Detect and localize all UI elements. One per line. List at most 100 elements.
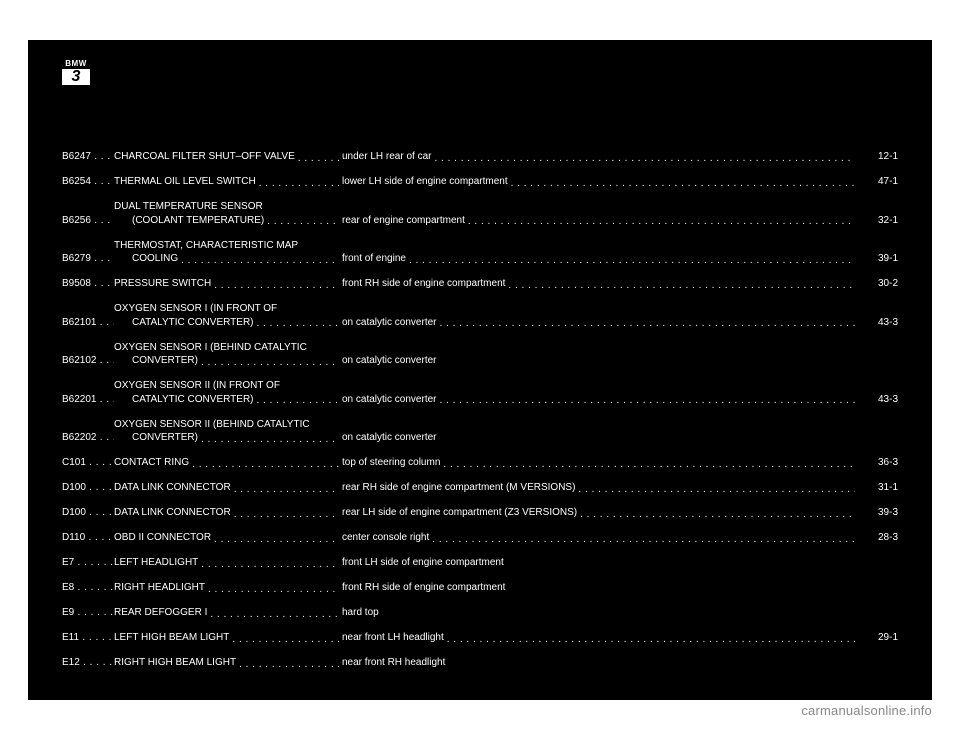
component-code: B6247 . . . . . . . . . . . . . . . . . … [62,150,114,164]
location-cell: hard top [342,606,858,620]
component-location: top of steering column [342,456,440,470]
page-reference: 12-1 [858,150,898,164]
page-reference: 31-1 [858,481,898,495]
component-location: hard top [342,606,379,620]
component-name: OXYGEN SENSOR I (BEHIND CATALYTICCONVERT… [114,341,342,368]
component-location: front RH side of engine compartment [342,581,505,595]
component-name: OXYGEN SENSOR I (IN FRONT OFCATALYTIC CO… [114,302,342,329]
location-cell: rear of engine compartment . . . . . . .… [342,214,858,228]
component-name: LEFT HEADLIGHT . . . . . . . . . . . . .… [114,556,342,570]
component-location: rear LH side of engine compartment (Z3 V… [342,506,577,520]
component-code: B62202 . . . . . . . . . . . . . . . . .… [62,431,114,445]
bmw-logo: BMW 3 [62,60,90,85]
page-reference: 28-3 [858,531,898,545]
table-row: B6256 . . . . . . . . . . . . . . . . . … [62,200,898,227]
component-name: CONTACT RING . . . . . . . . . . . . . .… [114,456,342,470]
component-name: CHARCOAL FILTER SHUT–OFF VALVE . . . . .… [114,150,342,164]
component-code: C101 . . . . . . . . . . . . . . . . . .… [62,456,114,470]
location-cell: center console right . . . . . . . . . .… [342,531,858,545]
location-cell: under LH rear of car . . . . . . . . . .… [342,150,858,164]
page-reference: 43-3 [858,316,898,330]
page-reference: 47-1 [858,175,898,189]
table-row: B62101 . . . . . . . . . . . . . . . . .… [62,302,898,329]
location-cell: rear RH side of engine compartment (M VE… [342,481,858,495]
component-name: THERMAL OIL LEVEL SWITCH . . . . . . . .… [114,175,342,189]
location-cell: on catalytic converter [342,354,858,368]
component-location: front RH side of engine compartment [342,277,505,291]
component-name: OXYGEN SENSOR II (BEHIND CATALYTICCONVER… [114,418,342,445]
component-location: under LH rear of car [342,150,432,164]
page-reference: 39-3 [858,506,898,520]
component-location: front of engine [342,252,406,266]
component-location: rear RH side of engine compartment (M VE… [342,481,575,495]
table-row: B62201 . . . . . . . . . . . . . . . . .… [62,379,898,406]
page-reference: 36-3 [858,456,898,470]
component-name: RIGHT HEADLIGHT . . . . . . . . . . . . … [114,581,342,595]
logo-series: 3 [62,69,90,85]
location-cell: near front RH headlight [342,656,858,670]
component-location: lower LH side of engine compartment [342,175,508,189]
footer-watermark: carmanualsonline.info [801,703,932,718]
component-code: D100 . . . . . . . . . . . . . . . . . .… [62,481,114,495]
location-cell: lower LH side of engine compartment . . … [342,175,858,189]
component-name: PRESSURE SWITCH . . . . . . . . . . . . … [114,277,342,291]
component-name: DUAL TEMPERATURE SENSOR(COOLANT TEMPERAT… [114,200,342,227]
location-cell: front RH side of engine compartment . . … [342,277,858,291]
table-row: E7 . . . . . . . . . . . . . . . . . . .… [62,556,898,570]
component-location: rear of engine compartment [342,214,465,228]
component-name: OXYGEN SENSOR II (IN FRONT OFCATALYTIC C… [114,379,342,406]
component-location: near front LH headlight [342,631,444,645]
location-cell: rear LH side of engine compartment (Z3 V… [342,506,858,520]
location-cell: on catalytic converter . . . . . . . . .… [342,393,858,407]
table-row: D100 . . . . . . . . . . . . . . . . . .… [62,481,898,495]
table-row: E8 . . . . . . . . . . . . . . . . . . .… [62,581,898,595]
table-row: B62102 . . . . . . . . . . . . . . . . .… [62,341,898,368]
component-code: D100 . . . . . . . . . . . . . . . . . .… [62,506,114,520]
location-cell: on catalytic converter . . . . . . . . .… [342,316,858,330]
component-code: B6279 . . . . . . . . . . . . . . . . . … [62,252,114,266]
component-code: E7 . . . . . . . . . . . . . . . . . . .… [62,556,114,570]
component-code: B62201 . . . . . . . . . . . . . . . . .… [62,393,114,407]
component-location: center console right [342,531,429,545]
page-reference: 32-1 [858,214,898,228]
component-code: E12 . . . . . . . . . . . . . . . . . . … [62,656,114,670]
component-code: B6254 . . . . . . . . . . . . . . . . . … [62,175,114,189]
component-code: B62101 . . . . . . . . . . . . . . . . .… [62,316,114,330]
location-cell: front RH side of engine compartment [342,581,858,595]
manual-page: BMW 3 B6247 . . . . . . . . . . . . . . … [28,40,932,700]
component-location: on catalytic converter [342,316,437,330]
component-name: OBD II CONNECTOR . . . . . . . . . . . .… [114,531,342,545]
table-row: D110 . . . . . . . . . . . . . . . . . .… [62,531,898,545]
component-location: on catalytic converter [342,431,437,445]
table-row: C101 . . . . . . . . . . . . . . . . . .… [62,456,898,470]
table-row: B62202 . . . . . . . . . . . . . . . . .… [62,418,898,445]
component-name: LEFT HIGH BEAM LIGHT . . . . . . . . . .… [114,631,342,645]
page-reference: 39-1 [858,252,898,266]
table-row: B6247 . . . . . . . . . . . . . . . . . … [62,150,898,164]
table-row: E11 . . . . . . . . . . . . . . . . . . … [62,631,898,645]
component-location: on catalytic converter [342,354,437,368]
table-row: E12 . . . . . . . . . . . . . . . . . . … [62,656,898,670]
component-code: B62102 . . . . . . . . . . . . . . . . .… [62,354,114,368]
table-row: B6279 . . . . . . . . . . . . . . . . . … [62,239,898,266]
location-cell: front of engine . . . . . . . . . . . . … [342,252,858,266]
page-wrap: BMW 3 B6247 . . . . . . . . . . . . . . … [0,0,960,700]
component-name: THERMOSTAT, CHARACTERISTIC MAPCOOLING . … [114,239,342,266]
component-code: E8 . . . . . . . . . . . . . . . . . . .… [62,581,114,595]
table-row: D100 . . . . . . . . . . . . . . . . . .… [62,506,898,520]
location-cell: top of steering column . . . . . . . . .… [342,456,858,470]
page-reference: 43-3 [858,393,898,407]
component-name: DATA LINK CONNECTOR . . . . . . . . . . … [114,506,342,520]
component-name: REAR DEFOGGER I . . . . . . . . . . . . … [114,606,342,620]
component-code: E11 . . . . . . . . . . . . . . . . . . … [62,631,114,645]
location-cell: front LH side of engine compartment [342,556,858,570]
page-reference: 30-2 [858,277,898,291]
component-code: E9 . . . . . . . . . . . . . . . . . . .… [62,606,114,620]
component-code: D110 . . . . . . . . . . . . . . . . . .… [62,531,114,545]
table-row: B9508 . . . . . . . . . . . . . . . . . … [62,277,898,291]
logo-brand: BMW [62,60,90,68]
location-cell: near front LH headlight . . . . . . . . … [342,631,858,645]
component-location: on catalytic converter [342,393,437,407]
page-reference: 29-1 [858,631,898,645]
table-row: B6254 . . . . . . . . . . . . . . . . . … [62,175,898,189]
